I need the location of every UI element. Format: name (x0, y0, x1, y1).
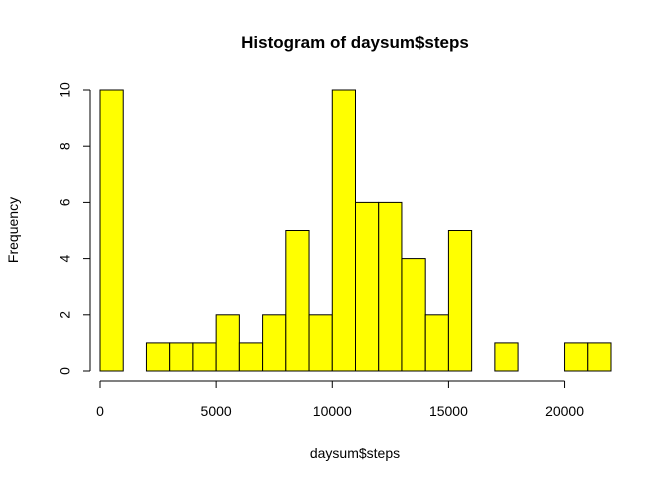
y-axis-label: Frequency (5, 197, 21, 263)
x-tick-label: 20000 (545, 403, 584, 419)
histogram-bar (238, 342, 264, 372)
x-axis-label: daysum$steps (310, 445, 400, 461)
y-tick-label: 10 (57, 82, 73, 98)
histogram-bar (262, 314, 287, 372)
histogram-bar (331, 89, 357, 372)
y-tick-label: 4 (57, 254, 73, 262)
y-tick-label: 2 (57, 311, 73, 319)
histogram-bar (378, 201, 403, 372)
x-tick-label: 0 (96, 403, 104, 419)
histogram-bar (169, 342, 194, 372)
histogram-bar (145, 342, 171, 372)
histogram-bar (424, 314, 449, 372)
chart-title: Histogram of daysum$steps (241, 33, 469, 52)
histogram-bar (308, 314, 333, 372)
histogram-bar (285, 230, 310, 372)
y-tick-label: 8 (57, 142, 73, 150)
histogram-bar (494, 342, 519, 372)
histogram-bar (99, 89, 124, 372)
x-tick-label: 5000 (201, 403, 232, 419)
x-axis: 0 5000 10000 15000 20000 (96, 380, 584, 419)
histogram-bar (564, 342, 589, 372)
histogram-bar (355, 201, 380, 372)
histogram-bar (401, 258, 426, 372)
histogram-bar (215, 314, 240, 372)
histogram-bar (587, 342, 612, 372)
x-tick-label: 10000 (313, 403, 352, 419)
bars-group (99, 89, 612, 372)
y-tick-label: 0 (57, 367, 73, 375)
x-tick-label: 15000 (429, 403, 468, 419)
histogram-bar (192, 342, 217, 372)
y-tick-label: 6 (57, 198, 73, 206)
histogram-bar (447, 230, 473, 372)
y-axis: 0 2 4 6 8 10 (57, 82, 91, 375)
